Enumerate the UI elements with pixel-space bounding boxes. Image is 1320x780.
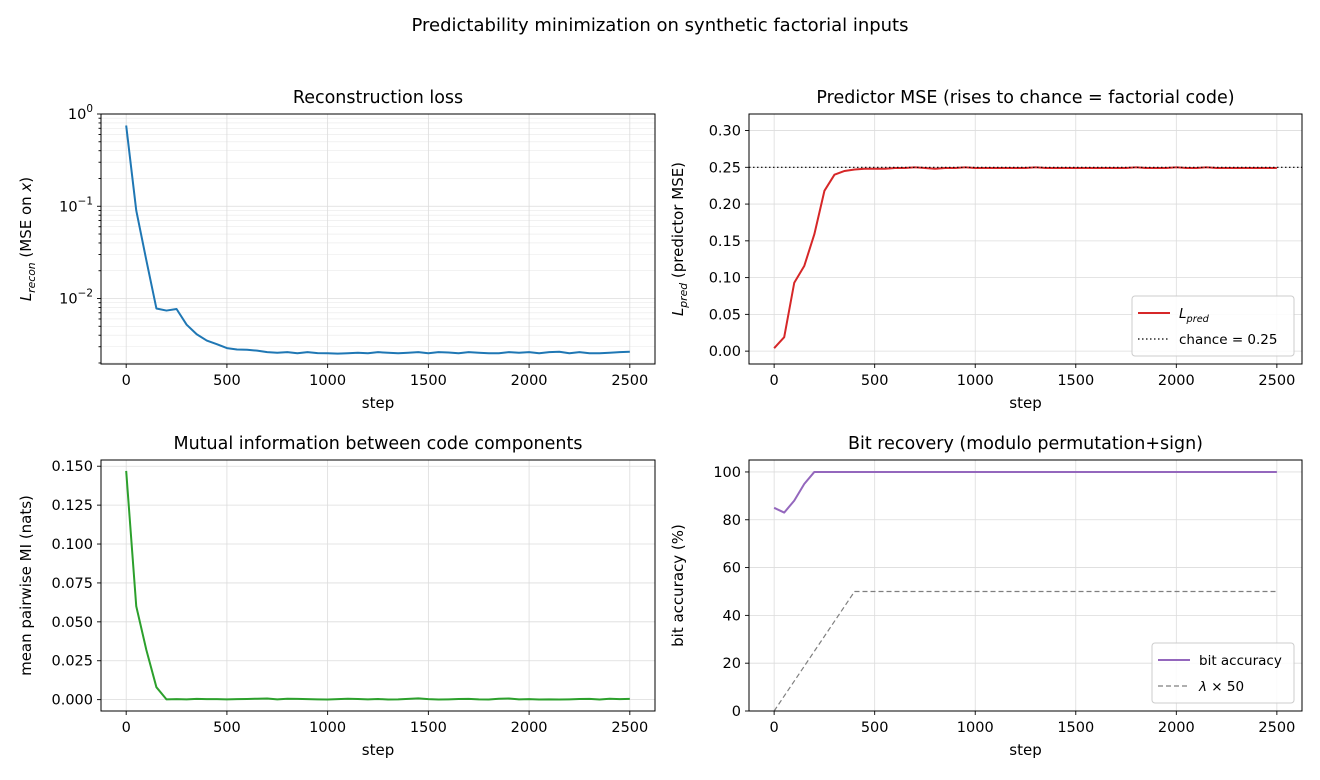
y-tick-label: 0.10 <box>709 271 741 287</box>
series-line-1 <box>125 470 630 701</box>
x-tick-label: 0 <box>122 720 131 736</box>
y-tick-label: 0.100 <box>51 537 93 553</box>
axes-frame <box>748 113 1303 365</box>
y-tick-label: 0.05 <box>709 307 741 323</box>
x-tick-label: 0 <box>770 373 779 389</box>
x-tick-label: 2500 <box>611 720 648 736</box>
plot-area <box>125 125 630 355</box>
x-tick-label: 500 <box>861 720 889 736</box>
legend: bit accuracy λ × 50 <box>1151 642 1295 704</box>
x-tick-label: 2000 <box>511 373 548 389</box>
x-tick-label: 1500 <box>410 373 447 389</box>
legend-label: λ × 50 <box>1198 679 1244 695</box>
plot-area <box>773 470 1277 711</box>
y-tick-label: 0.125 <box>51 498 93 514</box>
axes-frame <box>100 459 656 712</box>
y-axis-label: Lpred (predictor MSE) <box>669 162 690 316</box>
x-tick-label: 500 <box>861 373 889 389</box>
figure-title: Predictability minimization on synthetic… <box>411 15 908 36</box>
x-axis-label: step <box>362 394 394 412</box>
x-axis-label: step <box>362 741 394 759</box>
series-line-2 <box>773 590 1277 711</box>
axes-frame <box>100 113 656 365</box>
series-line-1 <box>125 125 630 355</box>
x-tick-label: 1000 <box>309 373 346 389</box>
y-tick-label: 0.075 <box>51 576 93 592</box>
x-tick-label: 2000 <box>1158 373 1195 389</box>
legend-box <box>1151 642 1295 704</box>
y-tick-label: 0.000 <box>51 693 93 709</box>
y-tick-label: 0.00 <box>709 344 741 360</box>
y-tick-label: 60 <box>723 561 741 577</box>
x-tick-label: 2500 <box>1258 373 1295 389</box>
panels: 0 500 1000 1500 2000 250010−210−1100Reconstru… <box>17 88 1303 759</box>
x-tick-label: 500 <box>213 373 241 389</box>
y-tick-label: 0.25 <box>709 160 741 176</box>
x-axis-label: step <box>1009 741 1041 759</box>
x-tick-label: 1500 <box>410 720 447 736</box>
x-tick-label: 1500 <box>1057 720 1094 736</box>
y-tick-label: 10−1 <box>59 195 93 215</box>
y-tick-label: 100 <box>713 465 741 481</box>
y-tick-label: 0.050 <box>51 615 93 631</box>
panel-title: Bit recovery (modulo permutation+sign) <box>848 434 1203 454</box>
x-tick-label: 1500 <box>1057 373 1094 389</box>
series-line-1 <box>773 470 1277 514</box>
legend-label: chance = 0.25 <box>1179 332 1278 348</box>
x-tick-label: 2500 <box>611 373 648 389</box>
legend-box <box>1131 295 1295 357</box>
y-tick-label: 10−2 <box>59 288 93 308</box>
y-tick-label: 0.15 <box>709 234 741 250</box>
series-line-1 <box>773 166 1277 349</box>
x-tick-label: 500 <box>213 720 241 736</box>
y-tick-label: 100 <box>68 103 93 123</box>
legend-label: bit accuracy <box>1199 653 1282 669</box>
x-tick-label: 2000 <box>1158 720 1195 736</box>
legend-label: Lpred <box>1179 306 1210 325</box>
x-tick-label: 1000 <box>957 373 994 389</box>
x-tick-label: 0 <box>122 373 131 389</box>
axes-frame <box>748 459 1303 712</box>
y-axis-label: mean pairwise MI (nats) <box>17 495 35 676</box>
y-tick-label: 0.150 <box>51 459 93 475</box>
y-tick-label: 20 <box>723 656 741 672</box>
panel-reconstruction: 0 500 1000 1500 2000 2500 10−2 10−1 100 Reconstru… <box>17 88 656 412</box>
x-axis-label: step <box>1009 394 1041 412</box>
panel-mutual-info: 0 500 1000 1500 2000 2500 0.000 0.025 0.050 0.075… <box>17 434 656 759</box>
y-tick-label: 0.025 <box>51 654 93 670</box>
panel-bit-recovery: 0 500 1000 1500 2000 2500 0 20 40 60 80 100 Bit reco… <box>669 434 1303 759</box>
x-tick-label: 0 <box>770 720 779 736</box>
panel-title: Reconstruction loss <box>293 88 463 108</box>
legend: Lpred chance = 0.25 <box>1131 295 1295 357</box>
y-tick-label: 0.20 <box>709 197 741 213</box>
panel-title: Predictor MSE (rises to chance = factori… <box>816 88 1234 108</box>
y-tick-label: 80 <box>723 513 741 529</box>
y-tick-label: 0 <box>732 704 741 720</box>
x-tick-label: 2500 <box>1258 720 1295 736</box>
plot-area <box>125 470 630 701</box>
y-tick-label: 40 <box>723 608 741 624</box>
plot-area <box>749 166 1302 349</box>
x-tick-label: 2000 <box>511 720 548 736</box>
y-axis-label: Lrecon (MSE on x) <box>17 177 38 301</box>
panel-title: Mutual information between code componen… <box>174 434 583 454</box>
y-axis-label: bit accuracy (%) <box>669 524 687 647</box>
x-tick-label: 1000 <box>957 720 994 736</box>
y-tick-label: 0.30 <box>709 124 741 140</box>
panel-predictor: 0 500 1000 1500 2000 2500 0.00 0.05 0.10 0.15 0.20… <box>669 88 1303 412</box>
x-tick-label: 1000 <box>309 720 346 736</box>
